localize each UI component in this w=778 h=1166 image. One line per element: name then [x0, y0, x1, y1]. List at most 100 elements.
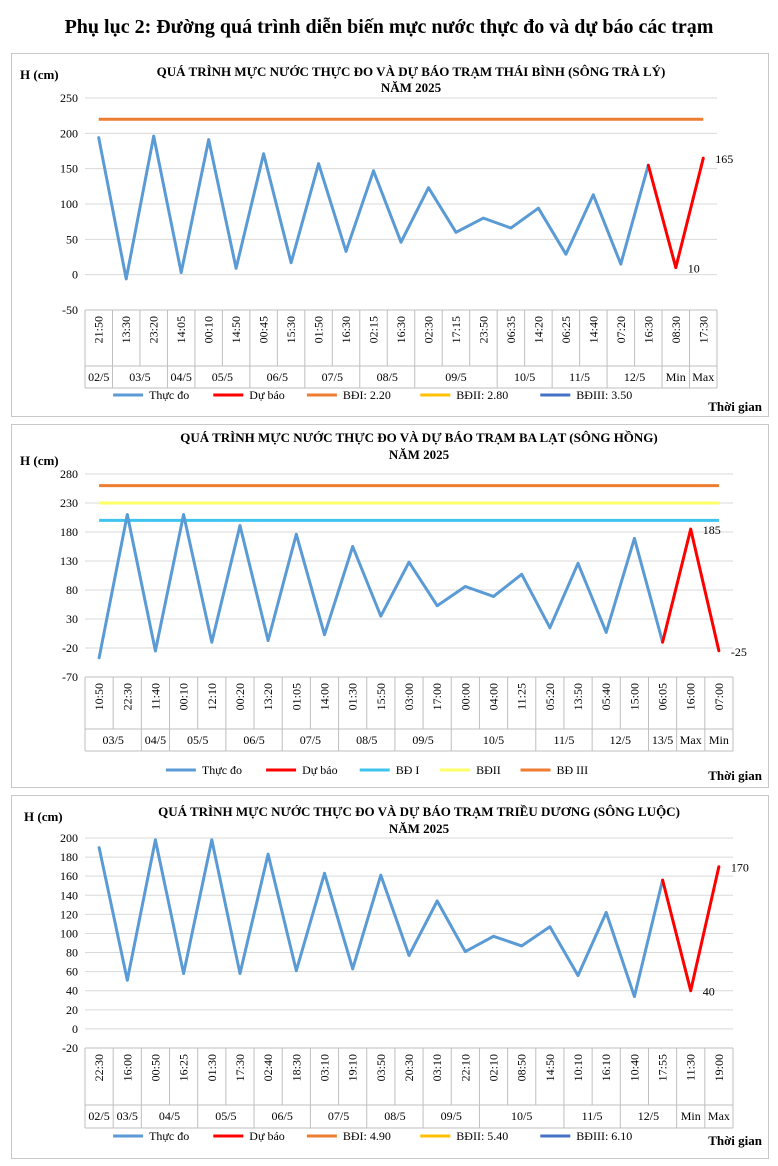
data-point — [717, 649, 721, 653]
y-tick-label: -20 — [62, 641, 78, 655]
data-point — [97, 656, 101, 660]
legend-label: Thực đo — [202, 763, 242, 777]
x-time-label: 07:00 — [712, 683, 726, 710]
chart-panel-trieu-duong: QUÁ TRÌNH MỰC NƯỚC THỰC ĐO VÀ DỰ BÁO TRẠ… — [11, 795, 769, 1159]
data-point — [492, 934, 495, 938]
y-tick-label: 150 — [60, 162, 78, 176]
data-point — [520, 572, 524, 576]
x-time-label: 16:30 — [339, 316, 353, 343]
x-time-label: 03:50 — [374, 1054, 388, 1081]
legend-label: Thực đo — [149, 388, 189, 402]
data-point — [266, 639, 270, 642]
data-point — [210, 838, 214, 842]
data-point — [238, 524, 242, 528]
x-date-label: Max — [692, 370, 714, 384]
data-point — [536, 206, 540, 210]
x-date-label: 04/5 — [145, 733, 166, 747]
y-tick-label: 180 — [60, 850, 78, 864]
data-point — [564, 252, 568, 256]
x-date-label: 05/5 — [187, 733, 208, 747]
data-point — [125, 978, 129, 982]
data-point — [234, 266, 238, 270]
data-point — [701, 156, 705, 160]
chart-subtitle: NĂM 2025 — [389, 821, 450, 836]
x-time-label: 15:30 — [284, 316, 298, 343]
data-point — [351, 545, 355, 548]
data-point — [632, 995, 636, 998]
data-point — [661, 640, 664, 644]
data-point — [435, 899, 439, 903]
x-time-label: 02:30 — [421, 316, 435, 343]
x-time-label: 06:25 — [559, 316, 573, 343]
x-time-label: 00:50 — [148, 1054, 162, 1081]
data-point — [294, 969, 298, 973]
data-point — [407, 954, 411, 957]
data-point — [351, 967, 355, 971]
chart-title: QUÁ TRÌNH MỰC NƯỚC THỰC ĐO VÀ DỰ BÁO TRẠ… — [180, 430, 658, 445]
y-tick-label: 50 — [66, 232, 78, 246]
chart-thai-binh: QUÁ TRÌNH MỰC NƯỚC THỰC ĐO VÀ DỰ BÁO TRẠ… — [20, 64, 763, 414]
data-point — [604, 630, 608, 634]
x-time-label: 02:40 — [261, 1054, 275, 1081]
y-tick-label: 130 — [60, 554, 78, 568]
x-time-label: 00:10 — [202, 316, 216, 343]
x-time-label: 22:10 — [458, 1054, 472, 1081]
data-point — [689, 527, 693, 531]
x-time-label: 16:30 — [641, 316, 655, 343]
legend-label: BĐII — [476, 763, 501, 777]
data-label: 165 — [715, 152, 733, 166]
legend-label: BĐ I — [396, 763, 420, 777]
y-tick-label: -50 — [62, 303, 78, 317]
x-time-label: 05:40 — [599, 683, 613, 710]
x-time-label: 17:30 — [233, 1054, 247, 1081]
y-tick-label: 230 — [60, 496, 78, 510]
data-point — [646, 163, 650, 167]
x-date-label: 02/5 — [88, 370, 109, 384]
chart-subtitle: NĂM 2025 — [389, 447, 450, 462]
y-tick-label: 30 — [66, 612, 78, 626]
x-date-label: 06/5 — [243, 733, 264, 747]
x-time-label: 13:20 — [261, 683, 275, 710]
x-time-label: 03:00 — [402, 683, 416, 710]
y-tick-label: 80 — [66, 583, 78, 597]
data-point — [407, 560, 411, 564]
x-time-label: 05:20 — [543, 683, 557, 710]
x-time-label: 12:10 — [205, 683, 219, 710]
legend-label: BĐIII: 3.50 — [576, 388, 632, 402]
y-tick-label: 20 — [66, 1003, 78, 1017]
legend-label: BĐII: 2.80 — [456, 388, 508, 402]
x-time-label: 11:30 — [684, 1054, 698, 1081]
y-tick-label: 80 — [66, 946, 78, 960]
x-date-label: 05/5 — [212, 370, 233, 384]
x-date-label: 09/5 — [412, 733, 433, 747]
x-date-label: 09/5 — [445, 370, 466, 384]
x-date-label: Min — [709, 733, 729, 747]
y-axis-label: H (cm) — [24, 809, 63, 824]
x-time-label: 13:50 — [571, 683, 585, 710]
x-axis-label: Thời gian — [708, 1133, 763, 1148]
x-date-label: 10/5 — [483, 733, 504, 747]
data-label: 40 — [703, 985, 715, 999]
data-point — [182, 513, 186, 516]
data-point — [492, 594, 495, 598]
y-tick-label: 60 — [66, 965, 78, 979]
x-time-label: 06:05 — [656, 683, 670, 710]
x-time-label: 19:10 — [346, 1054, 360, 1081]
series-line — [97, 513, 665, 659]
data-point — [674, 266, 678, 269]
legend-label: Dự báo — [302, 763, 338, 777]
x-date-label: 04/5 — [159, 1109, 180, 1123]
x-time-label: 08:30 — [669, 316, 683, 343]
data-point — [576, 561, 580, 565]
x-date-label: 03/5 — [117, 1109, 138, 1123]
data-point — [210, 640, 214, 644]
x-date-label: Max — [708, 1109, 730, 1123]
data-point — [372, 169, 375, 173]
x-time-label: 03:10 — [317, 1054, 331, 1081]
legend-label: BĐI: 4.90 — [343, 1129, 391, 1143]
data-point — [266, 852, 270, 856]
data-point — [435, 604, 439, 608]
x-time-label: 01:05 — [289, 683, 303, 710]
series-line — [97, 134, 650, 281]
legend-label: Thực đo — [149, 1129, 189, 1143]
